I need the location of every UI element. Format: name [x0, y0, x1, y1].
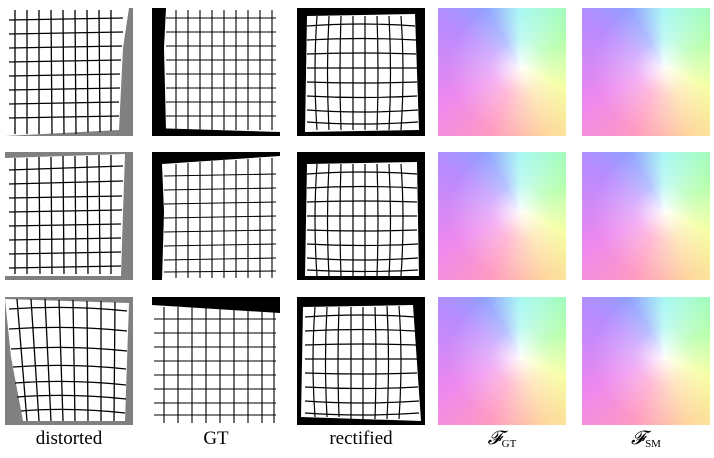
row3-rectified-image	[297, 297, 425, 425]
column-label-rectified: rectified	[329, 428, 393, 449]
row1-flow-sm-image	[582, 8, 710, 136]
row2-flow-gt-image	[438, 152, 566, 280]
row2-flow-sm-image	[582, 152, 710, 280]
flow-subscript-gt: GT	[501, 438, 517, 450]
row3-gt-image	[152, 297, 280, 425]
row2-rectified-image	[297, 152, 425, 280]
flow-symbol: 𝓕	[487, 428, 502, 449]
row3-flow-gt-image	[438, 297, 566, 425]
column-label-gt: GT	[203, 428, 229, 449]
flow-symbol: 𝓕	[631, 428, 646, 449]
column-label-flow-gt: 𝓕GT	[438, 426, 566, 457]
row1-gt-image	[152, 8, 280, 136]
row3-flow-sm-image	[582, 297, 710, 425]
column-label-flow-sm: 𝓕SM	[582, 426, 710, 457]
flow-subscript-sm: SM	[645, 438, 661, 450]
row1-distorted-image	[5, 8, 133, 136]
column-label-distorted: distorted	[35, 428, 103, 449]
row2-distorted-image	[5, 152, 133, 280]
row1-rectified-image	[297, 8, 425, 136]
row2-gt-image	[152, 152, 280, 280]
row3-distorted-image	[5, 297, 133, 425]
row1-flow-gt-image	[438, 8, 566, 136]
